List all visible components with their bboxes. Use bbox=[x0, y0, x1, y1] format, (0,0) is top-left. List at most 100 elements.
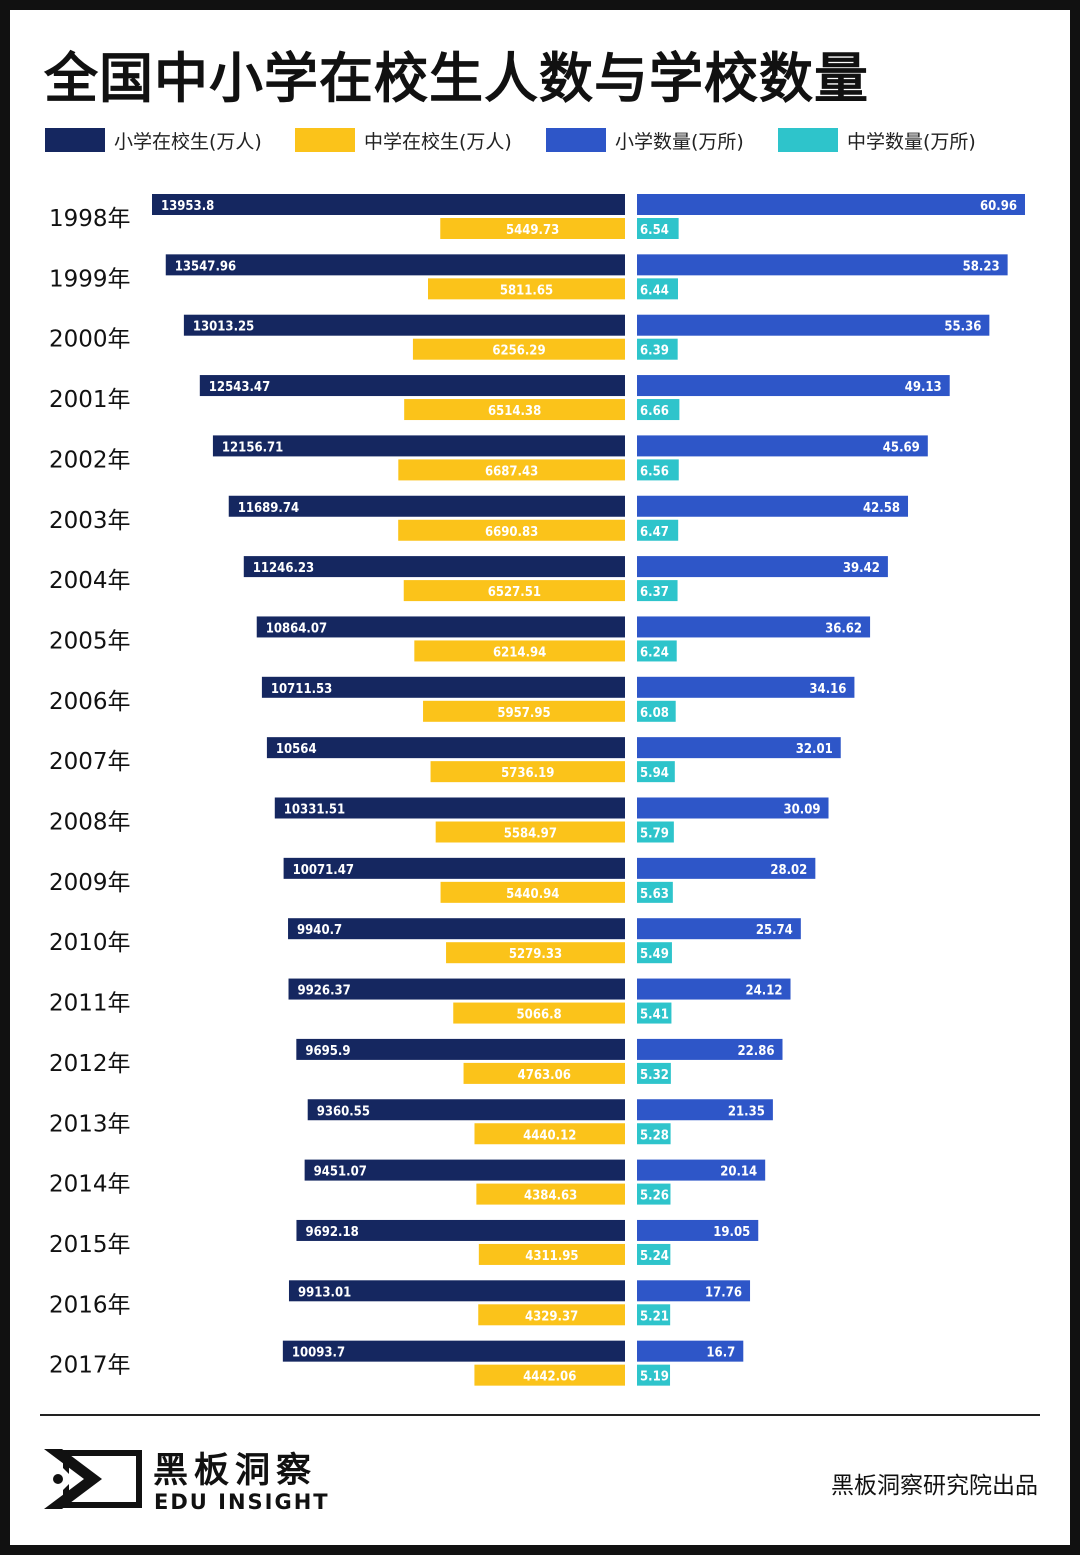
bar-secondary-students bbox=[404, 399, 625, 421]
data-label-secondary-schools: 5.32 bbox=[640, 1068, 669, 1083]
bar-primary-schools bbox=[637, 1219, 759, 1241]
data-label-primary-schools: 34.16 bbox=[809, 682, 846, 697]
bar-secondary-students bbox=[398, 459, 625, 481]
year-label: 2015年 bbox=[49, 1232, 131, 1258]
data-label-secondary-schools: 5.41 bbox=[640, 1008, 669, 1023]
bar-primary-students bbox=[165, 254, 625, 276]
legend-label-primary-schools: 小学数量(万所) bbox=[615, 131, 744, 153]
bar-secondary-students bbox=[403, 580, 625, 602]
data-label-secondary-students: 5440.94 bbox=[506, 887, 559, 902]
bar-secondary-schools bbox=[637, 399, 680, 421]
data-label-primary-schools: 25.74 bbox=[756, 923, 793, 938]
legend-swatch-primary-students bbox=[45, 128, 105, 152]
bar-secondary-students bbox=[478, 1243, 625, 1265]
data-label-primary-students: 10864.07 bbox=[266, 621, 327, 636]
footer-credit: 黑板洞察研究院出品 bbox=[831, 1473, 1038, 1499]
bar-secondary-schools bbox=[637, 942, 672, 964]
footer-divider bbox=[40, 1414, 1040, 1416]
bar-primary-schools bbox=[637, 676, 855, 698]
data-label-secondary-students: 5811.65 bbox=[500, 283, 553, 298]
data-label-primary-students: 11246.23 bbox=[253, 561, 314, 576]
data-label-secondary-students: 5957.95 bbox=[497, 706, 550, 721]
data-label-primary-schools: 24.12 bbox=[746, 984, 783, 999]
data-label-secondary-students: 5736.19 bbox=[501, 766, 554, 781]
bar-primary-students bbox=[183, 314, 625, 336]
bar-primary-schools bbox=[637, 495, 909, 517]
data-label-secondary-students: 6690.83 bbox=[485, 525, 538, 540]
bar-secondary-schools bbox=[637, 218, 679, 239]
bar-secondary-students bbox=[474, 1364, 625, 1386]
legend-label-secondary-students: 中学在校生(万人) bbox=[364, 131, 512, 153]
data-label-secondary-students: 4763.06 bbox=[518, 1068, 571, 1083]
bar-primary-students bbox=[199, 375, 625, 397]
year-label: 2008年 bbox=[49, 810, 131, 836]
data-label-secondary-schools: 6.66 bbox=[640, 404, 669, 419]
data-label-primary-schools: 42.58 bbox=[863, 501, 900, 516]
bar-primary-schools bbox=[637, 194, 1025, 215]
data-label-primary-schools: 22.86 bbox=[738, 1044, 775, 1059]
year-label: 2017年 bbox=[49, 1353, 131, 1379]
bar-secondary-schools bbox=[637, 700, 676, 722]
bar-secondary-schools bbox=[637, 640, 677, 662]
data-label-primary-schools: 19.05 bbox=[713, 1225, 750, 1240]
data-label-secondary-schools: 5.24 bbox=[640, 1249, 669, 1264]
data-label-primary-students: 10093.7 bbox=[292, 1346, 345, 1361]
bar-secondary-students bbox=[474, 1123, 625, 1145]
data-label-primary-schools: 17.76 bbox=[705, 1285, 742, 1300]
data-label-primary-students: 13953.8 bbox=[161, 199, 214, 214]
bar-primary-students bbox=[243, 556, 625, 578]
year-label: 2003年 bbox=[49, 508, 131, 534]
bar-primary-students bbox=[266, 737, 625, 759]
bar-secondary-schools bbox=[637, 278, 678, 300]
data-label-primary-students: 9451.07 bbox=[314, 1165, 367, 1180]
data-label-secondary-students: 4329.37 bbox=[525, 1309, 578, 1324]
bar-secondary-students bbox=[435, 821, 625, 843]
year-label: 2012年 bbox=[49, 1051, 131, 1077]
data-label-primary-schools: 21.35 bbox=[728, 1104, 765, 1119]
data-label-primary-students: 10071.47 bbox=[293, 863, 354, 878]
year-label: 2005年 bbox=[49, 628, 131, 654]
year-label: 2006年 bbox=[49, 689, 131, 715]
legend-swatch-primary-schools bbox=[546, 128, 606, 152]
data-label-primary-schools: 58.23 bbox=[963, 259, 1000, 274]
bar-secondary-schools bbox=[637, 338, 678, 360]
year-label: 2007年 bbox=[49, 749, 131, 775]
bar-primary-schools bbox=[637, 918, 801, 940]
data-label-secondary-schools: 5.63 bbox=[640, 887, 669, 902]
bar-secondary-schools bbox=[637, 821, 674, 843]
data-label-primary-students: 10331.51 bbox=[284, 803, 345, 818]
data-label-primary-students: 9926.37 bbox=[298, 984, 351, 999]
data-label-secondary-students: 4311.95 bbox=[525, 1249, 578, 1264]
legend-swatch-secondary-students bbox=[295, 128, 355, 152]
bar-primary-students bbox=[296, 1219, 625, 1241]
data-label-primary-schools: 36.62 bbox=[825, 621, 862, 636]
data-label-secondary-students: 6687.43 bbox=[485, 464, 538, 479]
bar-secondary-students bbox=[440, 881, 625, 903]
data-label-primary-students: 12543.47 bbox=[209, 380, 270, 395]
data-label-primary-students: 10564 bbox=[276, 742, 317, 757]
legend-label-secondary-schools: 中学数量(万所) bbox=[847, 131, 976, 153]
data-label-primary-schools: 20.14 bbox=[720, 1165, 757, 1180]
data-label-secondary-schools: 6.47 bbox=[640, 525, 669, 540]
data-label-secondary-students: 6256.29 bbox=[492, 344, 545, 359]
data-label-secondary-schools: 5.79 bbox=[640, 827, 669, 842]
bar-secondary-students bbox=[463, 1062, 625, 1084]
bar-primary-schools bbox=[637, 254, 1008, 276]
bar-secondary-students bbox=[427, 278, 625, 300]
data-label-secondary-students: 4384.63 bbox=[524, 1189, 577, 1204]
bar-primary-schools bbox=[637, 1159, 766, 1181]
year-label: 1999年 bbox=[49, 266, 131, 292]
bar-primary-schools bbox=[637, 314, 990, 336]
bar-primary-students bbox=[283, 857, 625, 879]
brand-name-cn: 黑板洞察 bbox=[153, 1451, 318, 1491]
bar-secondary-schools bbox=[637, 459, 679, 481]
bar-primary-students bbox=[288, 918, 625, 940]
data-label-secondary-schools: 6.39 bbox=[640, 344, 669, 359]
bar-primary-schools bbox=[637, 797, 829, 819]
data-label-primary-students: 9360.55 bbox=[317, 1104, 370, 1119]
data-label-secondary-students: 4440.12 bbox=[523, 1128, 576, 1143]
data-label-primary-students: 9913.01 bbox=[298, 1285, 351, 1300]
brand-name-en: EDU INSIGHT bbox=[154, 1490, 330, 1514]
data-label-secondary-students: 5066.8 bbox=[517, 1008, 562, 1023]
data-label-primary-schools: 30.09 bbox=[784, 803, 821, 818]
